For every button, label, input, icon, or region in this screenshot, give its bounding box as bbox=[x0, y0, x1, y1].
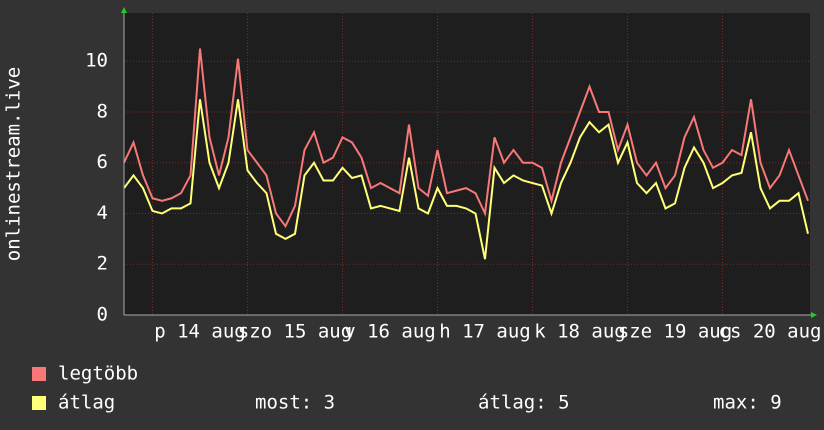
x-tick-label: v 16 aug bbox=[344, 321, 436, 343]
series-line bbox=[123, 48, 809, 229]
x-tick-label: k 18 aug bbox=[534, 321, 626, 343]
legend-label: átlag bbox=[58, 392, 115, 414]
x-tick-label: sze 19 aug bbox=[618, 321, 732, 343]
stat: átlag: 5 bbox=[478, 392, 570, 414]
legend-label: legtöbb bbox=[58, 363, 138, 385]
x-tick-label: szo 15 aug bbox=[238, 321, 352, 343]
y-tick-label: 10 bbox=[85, 50, 108, 72]
x-tick-label: h 17 aug bbox=[439, 321, 531, 343]
stat: max: 9 bbox=[713, 392, 782, 414]
y-tick-label: 6 bbox=[97, 151, 108, 173]
series-line bbox=[123, 99, 809, 260]
axis-arrow bbox=[121, 7, 127, 13]
x-tick-label: cs 20 aug bbox=[719, 321, 822, 343]
legend-swatch bbox=[32, 396, 46, 410]
y-axis-label: onlinestream.live bbox=[3, 67, 25, 261]
y-tick-label: 2 bbox=[97, 253, 108, 275]
y-tick-label: 4 bbox=[97, 202, 108, 224]
stat: most: 3 bbox=[255, 392, 335, 414]
axis-arrow bbox=[811, 312, 817, 318]
plot-area bbox=[124, 13, 810, 315]
lines bbox=[123, 48, 809, 260]
x-tick-label: p 14 aug bbox=[154, 321, 246, 343]
y-tick-label: 8 bbox=[97, 100, 108, 122]
y-tick-label: 0 bbox=[97, 304, 108, 326]
legend-swatch bbox=[32, 367, 46, 381]
